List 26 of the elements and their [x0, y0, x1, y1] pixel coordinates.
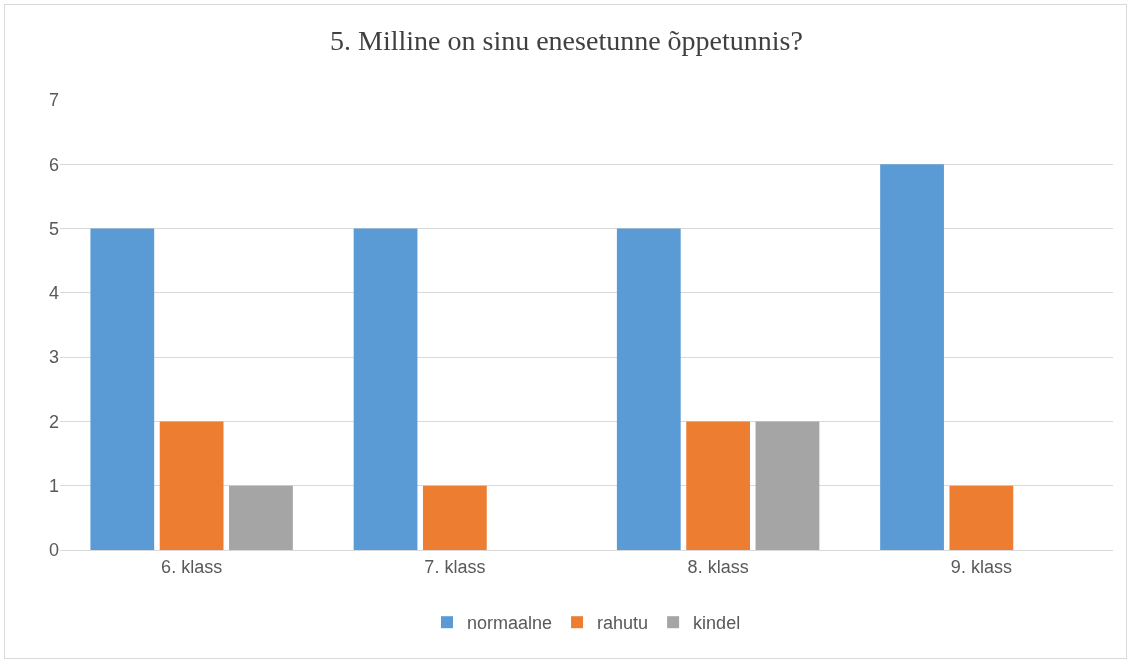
chart-title: 5. Milline on sinu enesetunne õppetunnis?: [330, 24, 803, 56]
x-tick-label: 9. klass: [950, 556, 1012, 577]
bar: [755, 421, 820, 550]
bar: [949, 485, 1014, 550]
bar: [686, 421, 751, 550]
bar: [159, 421, 224, 550]
x-tick-label: 8. klass: [687, 556, 749, 577]
y-tick-label: 3: [48, 347, 59, 368]
y-tick-label: 2: [48, 411, 59, 432]
y-tick-label: 7: [48, 90, 59, 111]
legend-label: rahutu: [597, 613, 649, 634]
bar: [353, 228, 418, 550]
bar: [229, 485, 293, 550]
legend-label: normaalne: [467, 613, 553, 634]
legend-label: kindel: [693, 613, 741, 634]
x-tick-label: 7. klass: [424, 556, 486, 577]
y-tick-label: 5: [48, 218, 59, 239]
bar: [616, 228, 681, 550]
y-tick-label: 4: [48, 283, 59, 304]
x-tick-label: 6. klass: [161, 556, 223, 577]
bar: [422, 485, 487, 550]
bar: [880, 164, 944, 550]
bar: [90, 228, 155, 550]
y-tick-label: 1: [48, 476, 59, 497]
y-tick-label: 6: [48, 154, 59, 175]
y-tick-label: 0: [48, 540, 59, 561]
